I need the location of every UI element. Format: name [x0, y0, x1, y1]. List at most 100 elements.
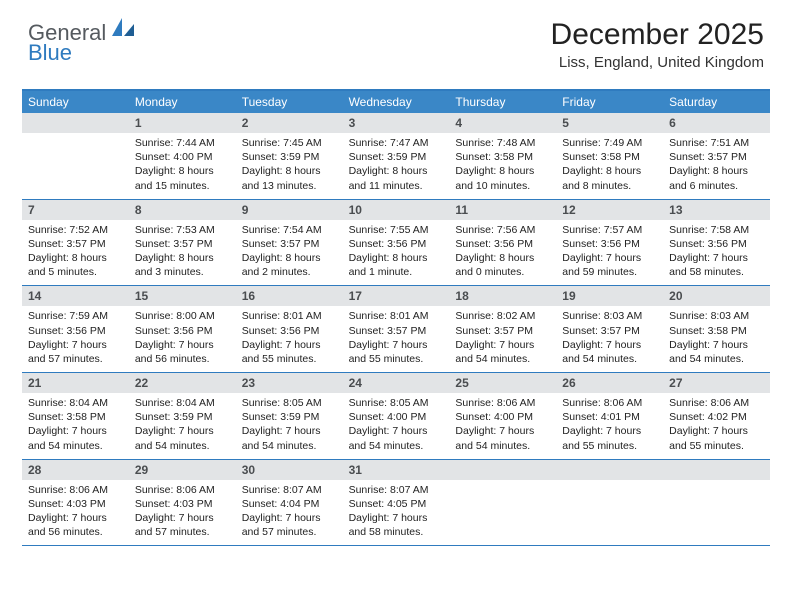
day-number: 5 [556, 113, 663, 133]
week-row: 21Sunrise: 8:04 AMSunset: 3:58 PMDayligh… [22, 373, 770, 460]
sunrise-text: Sunrise: 8:06 AM [135, 483, 230, 497]
daylight-text: Daylight: 7 hours and 54 minutes. [135, 424, 230, 452]
day-cell: 15Sunrise: 8:00 AMSunset: 3:56 PMDayligh… [129, 286, 236, 372]
day-details: Sunrise: 8:06 AMSunset: 4:01 PMDaylight:… [556, 393, 663, 459]
day-number [556, 460, 663, 480]
day-number: 21 [22, 373, 129, 393]
daylight-text: Daylight: 7 hours and 55 minutes. [349, 338, 444, 366]
day-number: 20 [663, 286, 770, 306]
sunset-text: Sunset: 4:03 PM [135, 497, 230, 511]
day-number: 17 [343, 286, 450, 306]
day-cell: 19Sunrise: 8:03 AMSunset: 3:57 PMDayligh… [556, 286, 663, 372]
sunrise-text: Sunrise: 8:06 AM [669, 396, 764, 410]
day-details: Sunrise: 7:45 AMSunset: 3:59 PMDaylight:… [236, 133, 343, 199]
daylight-text: Daylight: 8 hours and 10 minutes. [455, 164, 550, 192]
day-number: 27 [663, 373, 770, 393]
day-details: Sunrise: 7:58 AMSunset: 3:56 PMDaylight:… [663, 220, 770, 286]
day-number: 16 [236, 286, 343, 306]
col-wed: Wednesday [343, 91, 450, 113]
day-number: 25 [449, 373, 556, 393]
daylight-text: Daylight: 8 hours and 15 minutes. [135, 164, 230, 192]
sunrise-text: Sunrise: 7:44 AM [135, 136, 230, 150]
day-cell: 25Sunrise: 8:06 AMSunset: 4:00 PMDayligh… [449, 373, 556, 459]
sunset-text: Sunset: 3:59 PM [349, 150, 444, 164]
sunrise-text: Sunrise: 7:54 AM [242, 223, 337, 237]
day-details: Sunrise: 8:07 AMSunset: 4:04 PMDaylight:… [236, 480, 343, 546]
day-details: Sunrise: 8:06 AMSunset: 4:00 PMDaylight:… [449, 393, 556, 459]
sunset-text: Sunset: 4:00 PM [455, 410, 550, 424]
daylight-text: Daylight: 8 hours and 0 minutes. [455, 251, 550, 279]
sunrise-text: Sunrise: 8:03 AM [669, 309, 764, 323]
sunrise-text: Sunrise: 8:00 AM [135, 309, 230, 323]
day-details: Sunrise: 7:49 AMSunset: 3:58 PMDaylight:… [556, 133, 663, 199]
sunrise-text: Sunrise: 8:03 AM [562, 309, 657, 323]
sunset-text: Sunset: 3:56 PM [349, 237, 444, 251]
day-number: 9 [236, 200, 343, 220]
day-number: 30 [236, 460, 343, 480]
day-details: Sunrise: 7:55 AMSunset: 3:56 PMDaylight:… [343, 220, 450, 286]
day-details: Sunrise: 7:57 AMSunset: 3:56 PMDaylight:… [556, 220, 663, 286]
weekday-header: Sunday Monday Tuesday Wednesday Thursday… [22, 91, 770, 113]
day-cell: 3Sunrise: 7:47 AMSunset: 3:59 PMDaylight… [343, 113, 450, 199]
day-details: Sunrise: 8:06 AMSunset: 4:02 PMDaylight:… [663, 393, 770, 459]
week-row: 14Sunrise: 7:59 AMSunset: 3:56 PMDayligh… [22, 286, 770, 373]
day-cell: 8Sunrise: 7:53 AMSunset: 3:57 PMDaylight… [129, 200, 236, 286]
weeks-container: 1Sunrise: 7:44 AMSunset: 4:00 PMDaylight… [22, 113, 770, 546]
day-cell: 17Sunrise: 8:01 AMSunset: 3:57 PMDayligh… [343, 286, 450, 372]
sunset-text: Sunset: 3:56 PM [669, 237, 764, 251]
col-sat: Saturday [663, 91, 770, 113]
day-details: Sunrise: 7:54 AMSunset: 3:57 PMDaylight:… [236, 220, 343, 286]
day-number: 12 [556, 200, 663, 220]
daylight-text: Daylight: 7 hours and 55 minutes. [562, 424, 657, 452]
col-sun: Sunday [22, 91, 129, 113]
sunset-text: Sunset: 3:57 PM [669, 150, 764, 164]
sunset-text: Sunset: 3:57 PM [349, 324, 444, 338]
day-details: Sunrise: 8:01 AMSunset: 3:57 PMDaylight:… [343, 306, 450, 372]
day-details: Sunrise: 7:51 AMSunset: 3:57 PMDaylight:… [663, 133, 770, 199]
daylight-text: Daylight: 7 hours and 54 minutes. [562, 338, 657, 366]
col-mon: Monday [129, 91, 236, 113]
day-cell: 31Sunrise: 8:07 AMSunset: 4:05 PMDayligh… [343, 460, 450, 546]
sunset-text: Sunset: 3:57 PM [28, 237, 123, 251]
sail-icon [112, 18, 134, 41]
day-cell: 14Sunrise: 7:59 AMSunset: 3:56 PMDayligh… [22, 286, 129, 372]
day-number: 1 [129, 113, 236, 133]
sunrise-text: Sunrise: 7:58 AM [669, 223, 764, 237]
day-cell: 27Sunrise: 8:06 AMSunset: 4:02 PMDayligh… [663, 373, 770, 459]
day-cell: 20Sunrise: 8:03 AMSunset: 3:58 PMDayligh… [663, 286, 770, 372]
day-cell [22, 113, 129, 199]
sunrise-text: Sunrise: 7:53 AM [135, 223, 230, 237]
day-cell: 5Sunrise: 7:49 AMSunset: 3:58 PMDaylight… [556, 113, 663, 199]
sunset-text: Sunset: 4:00 PM [349, 410, 444, 424]
day-number: 8 [129, 200, 236, 220]
daylight-text: Daylight: 7 hours and 54 minutes. [455, 338, 550, 366]
day-details: Sunrise: 7:56 AMSunset: 3:56 PMDaylight:… [449, 220, 556, 286]
day-cell: 13Sunrise: 7:58 AMSunset: 3:56 PMDayligh… [663, 200, 770, 286]
title-block: December 2025 Liss, England, United King… [551, 18, 764, 71]
sunrise-text: Sunrise: 8:07 AM [242, 483, 337, 497]
day-number: 4 [449, 113, 556, 133]
day-number: 3 [343, 113, 450, 133]
sunrise-text: Sunrise: 7:55 AM [349, 223, 444, 237]
daylight-text: Daylight: 7 hours and 58 minutes. [669, 251, 764, 279]
daylight-text: Daylight: 7 hours and 54 minutes. [242, 424, 337, 452]
day-number [22, 113, 129, 133]
day-cell: 21Sunrise: 8:04 AMSunset: 3:58 PMDayligh… [22, 373, 129, 459]
sunrise-text: Sunrise: 7:51 AM [669, 136, 764, 150]
daylight-text: Daylight: 7 hours and 59 minutes. [562, 251, 657, 279]
day-cell: 26Sunrise: 8:06 AMSunset: 4:01 PMDayligh… [556, 373, 663, 459]
daylight-text: Daylight: 7 hours and 57 minutes. [135, 511, 230, 539]
daylight-text: Daylight: 7 hours and 58 minutes. [349, 511, 444, 539]
daylight-text: Daylight: 7 hours and 54 minutes. [455, 424, 550, 452]
day-details: Sunrise: 7:59 AMSunset: 3:56 PMDaylight:… [22, 306, 129, 372]
day-number: 31 [343, 460, 450, 480]
sunset-text: Sunset: 4:04 PM [242, 497, 337, 511]
sunrise-text: Sunrise: 8:01 AM [349, 309, 444, 323]
sunset-text: Sunset: 3:56 PM [242, 324, 337, 338]
brand-line2: Blue [28, 40, 72, 66]
sunrise-text: Sunrise: 8:02 AM [455, 309, 550, 323]
day-details: Sunrise: 8:01 AMSunset: 3:56 PMDaylight:… [236, 306, 343, 372]
day-cell: 24Sunrise: 8:05 AMSunset: 4:00 PMDayligh… [343, 373, 450, 459]
day-details: Sunrise: 8:05 AMSunset: 3:59 PMDaylight:… [236, 393, 343, 459]
sunrise-text: Sunrise: 8:01 AM [242, 309, 337, 323]
